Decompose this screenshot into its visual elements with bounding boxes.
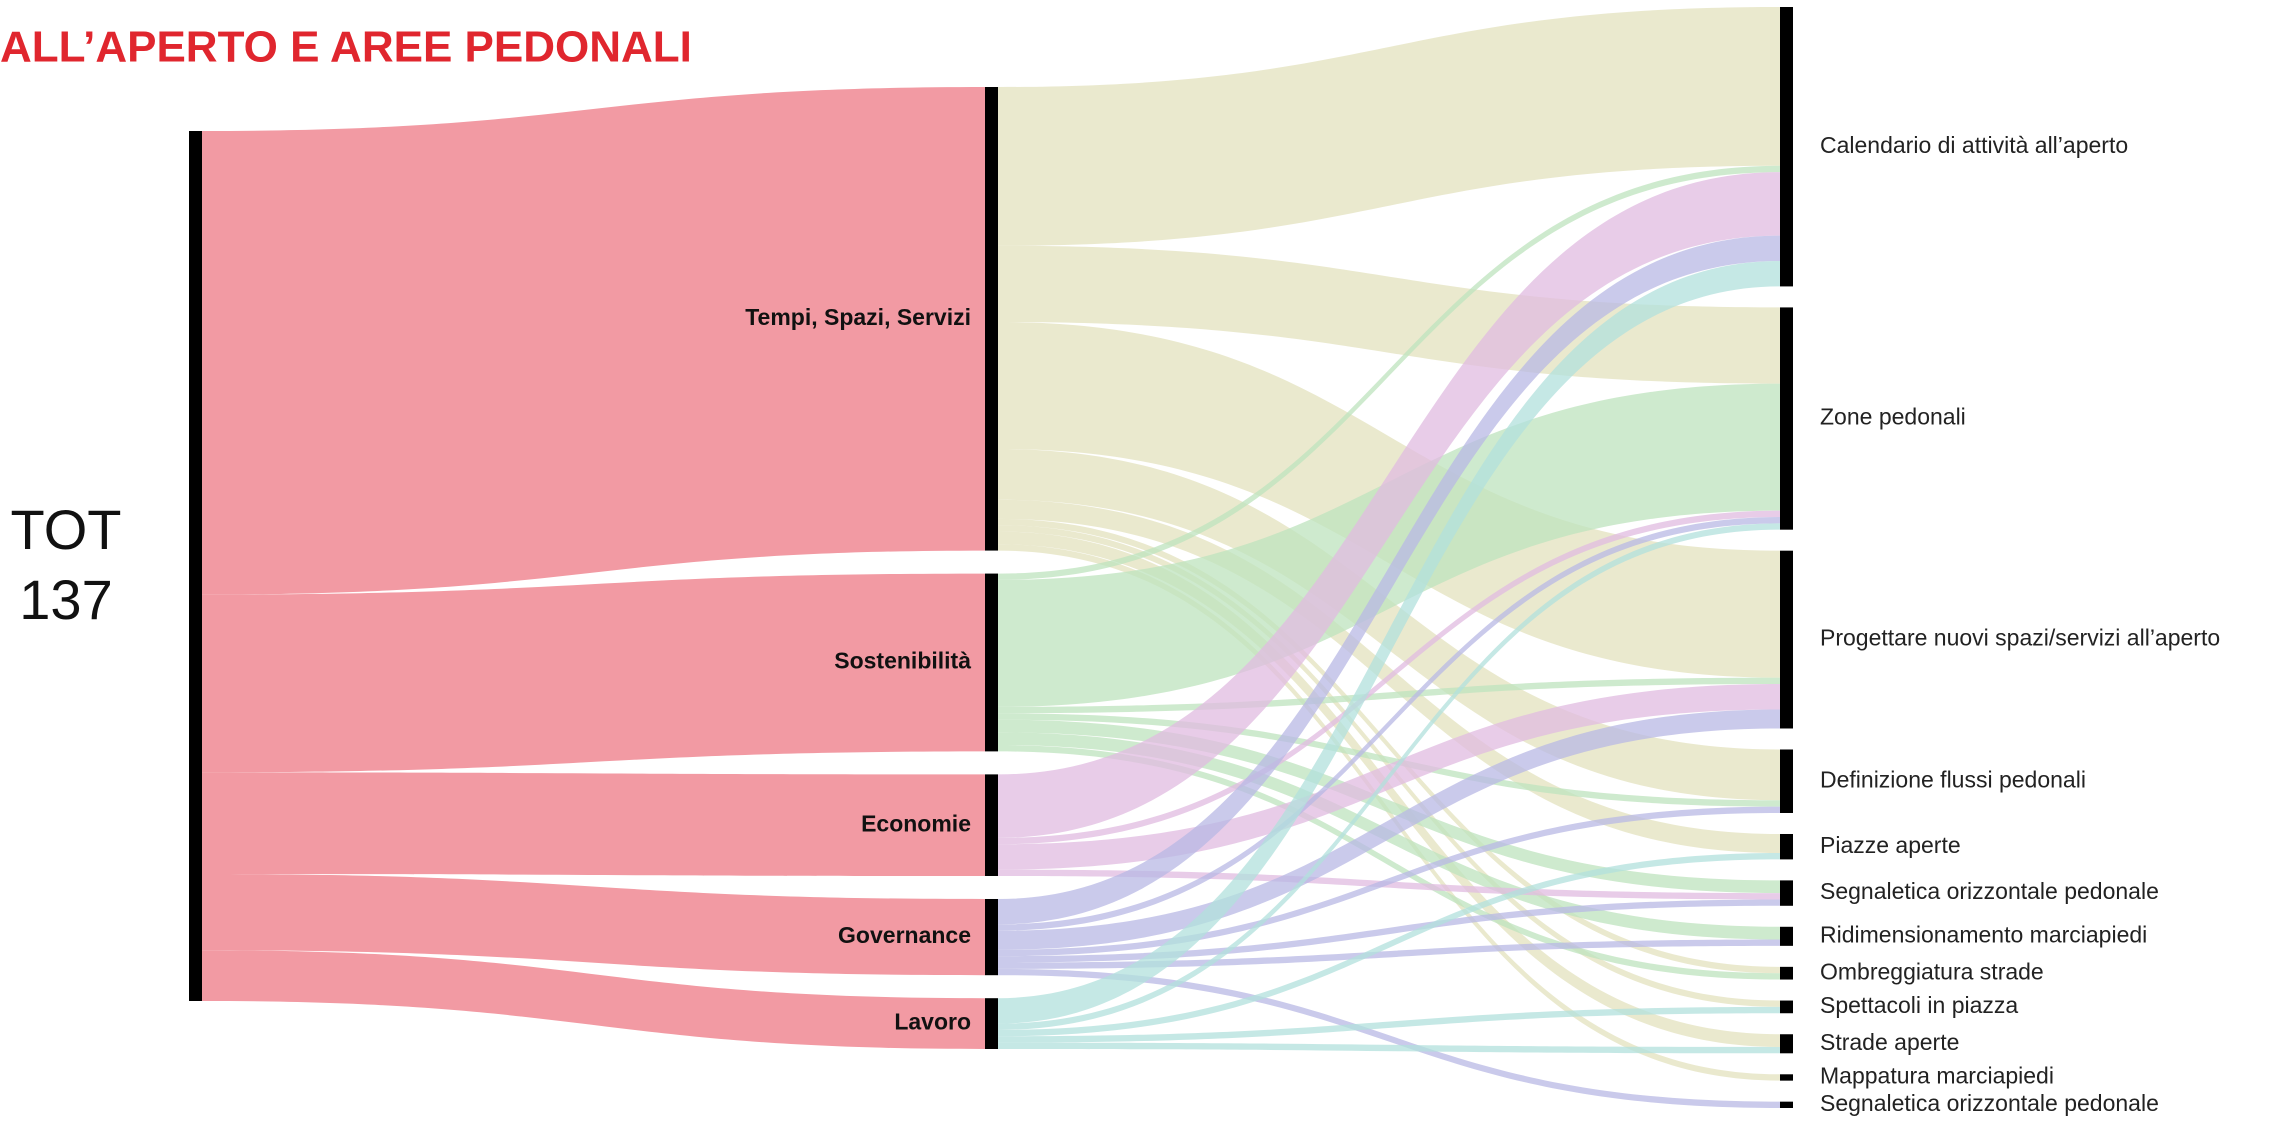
flow-link (998, 523, 1780, 1030)
flow-link (998, 165, 1780, 580)
root-node (189, 131, 202, 1001)
target-label: Ridimensionamento marciapiedi (1820, 921, 2147, 947)
flow-link (998, 968, 1780, 1108)
target-node (1780, 749, 1793, 813)
stage-node (985, 774, 998, 876)
target-node (1780, 880, 1793, 906)
stage-label: Tempi, Spazi, Servizi (745, 304, 971, 330)
target-label: Strade aperte (1820, 1029, 1959, 1055)
stage-node (985, 998, 998, 1049)
flow-link (998, 677, 1780, 714)
target-node (1780, 833, 1793, 860)
target-node (1780, 1034, 1793, 1054)
target-node (1780, 550, 1793, 729)
flow-link (998, 713, 1780, 807)
target-label: Spettacoli in piazza (1820, 992, 2018, 1018)
target-node (1780, 7, 1793, 287)
stage-label: Lavoro (894, 1009, 971, 1035)
flow-link (998, 709, 1780, 950)
flow-link (998, 719, 1780, 894)
target-label: Mappatura marciapiedi (1820, 1063, 2054, 1089)
flow-link (998, 516, 1780, 931)
root-value: 137 (19, 568, 112, 631)
flow-link (998, 853, 1780, 1037)
flow-link (998, 510, 1780, 845)
flow-link (998, 939, 1780, 969)
flow-link (998, 899, 1780, 963)
flow-link (998, 383, 1780, 707)
stage-label: Sostenibilità (834, 648, 971, 674)
flow-link (998, 518, 1780, 974)
flow-link (998, 448, 1780, 801)
root-link (202, 573, 985, 773)
root-link (202, 772, 985, 876)
target-label: Progettare nuovi spazi/servizi all’apert… (1820, 625, 2220, 651)
flow-link (998, 172, 1780, 838)
target-label: Calendario di attività all’aperto (1820, 132, 2128, 158)
stage-node (985, 87, 998, 551)
root-link (202, 87, 985, 595)
flow-link (998, 806, 1780, 957)
target-node (1780, 307, 1793, 530)
nodes (189, 7, 1793, 1108)
flow-link (998, 235, 1780, 925)
target-label: Piazze aperte (1820, 832, 1961, 858)
root-label: TOT (11, 498, 122, 561)
links (202, 7, 1780, 1108)
flow-link (998, 1042, 1780, 1054)
stage-label: Governance (838, 922, 971, 948)
target-node (1780, 1000, 1793, 1014)
chart-title: ALL’APERTO E AREE PEDONALI (0, 23, 692, 72)
flow-link (998, 261, 1780, 1024)
target-label: Definizione flussi pedonali (1820, 766, 2086, 792)
flow-link (998, 1006, 1780, 1043)
stage-node (985, 898, 998, 976)
target-label: Segnaletica orizzontale pedonale (1820, 878, 2159, 904)
stage-node (985, 573, 998, 752)
root-link (202, 873, 985, 976)
target-label: Ombreggiatura strade (1820, 958, 2044, 984)
root-link (202, 950, 985, 1049)
target-node (1780, 1101, 1793, 1108)
target-label: Zone pedonali (1820, 404, 1966, 430)
stage-label: Economie (861, 810, 971, 836)
target-node (1780, 926, 1793, 946)
target-label: Segnaletica orizzontale pedonale (1820, 1090, 2159, 1116)
target-node (1780, 1074, 1793, 1081)
flow-link (998, 745, 1780, 980)
flow-link (998, 7, 1780, 246)
target-node (1780, 966, 1793, 980)
